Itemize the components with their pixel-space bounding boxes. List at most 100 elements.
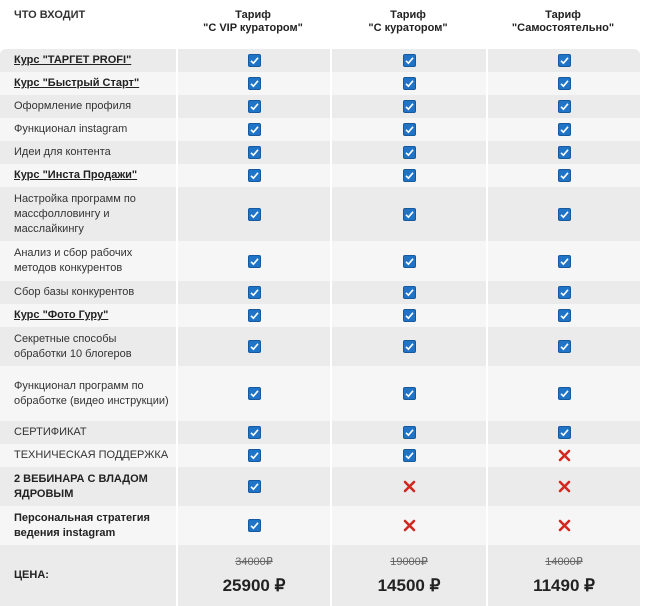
check-icon xyxy=(247,426,261,439)
plan-line1: Тариф xyxy=(235,9,271,21)
feature-title: ЧТО ВХОДИТ xyxy=(14,9,86,21)
check-icon xyxy=(247,449,261,462)
plan-cell xyxy=(486,444,640,467)
plan-cell xyxy=(176,304,330,327)
cross-icon xyxy=(403,519,415,532)
plan-cell xyxy=(330,164,486,187)
plan-cell xyxy=(486,421,640,444)
cross-icon xyxy=(558,480,570,493)
cross-icon xyxy=(558,449,570,462)
plan-cell xyxy=(176,241,330,281)
check-icon xyxy=(557,146,571,159)
plan-cell xyxy=(486,118,640,141)
cross-icon xyxy=(403,480,415,493)
plan-cell xyxy=(486,164,640,187)
plan-cell xyxy=(330,141,486,164)
old-price: 14000₽ xyxy=(545,556,583,568)
cross-icon xyxy=(558,519,570,532)
check-icon xyxy=(557,340,571,353)
plan-header: Тариф "С куратором" xyxy=(330,9,486,35)
plan-cell xyxy=(486,506,640,545)
plan-cell xyxy=(330,421,486,444)
check-icon xyxy=(247,519,261,532)
plan-cell xyxy=(330,95,486,118)
check-icon xyxy=(247,146,261,159)
check-icon xyxy=(557,286,571,299)
price-cell: 14000₽ 11490 ₽ xyxy=(486,545,640,606)
feature-label: Секретные способы обработки 10 блогеров xyxy=(0,327,176,366)
check-icon xyxy=(247,340,261,353)
feature-label: Курс "Инста Продажи" xyxy=(0,164,176,187)
plan-cell xyxy=(486,366,640,421)
feature-label: Настройка программ по массфолловингу и м… xyxy=(0,187,176,241)
feature-label: Функционал instagram xyxy=(0,118,176,141)
plan-line2: "Самостоятельно" xyxy=(511,22,615,34)
plan-cell xyxy=(330,49,486,72)
plan-cell xyxy=(176,187,330,241)
feature-label: 2 ВЕБИНАРА С ВЛАДОМ ЯДРОВЫМ xyxy=(0,467,176,506)
plan-cell xyxy=(176,95,330,118)
new-price: 11490 ₽ xyxy=(533,576,595,595)
check-icon xyxy=(247,77,261,90)
price-cell: 19000₽ 14500 ₽ xyxy=(330,545,486,606)
old-price: 34000₽ xyxy=(235,556,273,568)
plan-cell xyxy=(176,164,330,187)
plan-line2: "С куратором" xyxy=(368,22,448,34)
plan-line2: "С VIP куратором" xyxy=(203,22,303,34)
plan-header: Тариф "С VIP куратором" xyxy=(176,9,330,35)
plan-cell xyxy=(486,281,640,304)
check-icon xyxy=(557,169,571,182)
check-icon xyxy=(402,340,416,353)
check-icon xyxy=(247,54,261,67)
check-icon xyxy=(402,77,416,90)
price-cell: 34000₽ 25900 ₽ xyxy=(176,545,330,606)
check-icon xyxy=(402,123,416,136)
plan-cell xyxy=(176,421,330,444)
plan-cell xyxy=(486,72,640,95)
plan-cell xyxy=(330,304,486,327)
check-icon xyxy=(402,146,416,159)
check-icon xyxy=(247,254,261,268)
plan-cell xyxy=(486,467,640,506)
plan-cell xyxy=(330,281,486,304)
check-icon xyxy=(402,100,416,113)
plan-cell xyxy=(176,72,330,95)
plan-cell xyxy=(176,506,330,545)
plan-cell xyxy=(330,444,486,467)
plan-cell xyxy=(176,49,330,72)
plan-cell xyxy=(486,141,640,164)
check-icon xyxy=(402,387,416,400)
feature-label: Персональная стратегия ведения instagram xyxy=(0,506,176,545)
plan-header: Тариф "Самостоятельно" xyxy=(486,9,640,35)
check-icon xyxy=(402,207,416,221)
feature-label: Анализ и сбор рабочих методов конкуренто… xyxy=(0,241,176,281)
feature-label: ТЕХНИЧЕСКАЯ ПОДДЕРЖКА xyxy=(0,444,176,467)
check-icon xyxy=(557,254,571,268)
plan-cell xyxy=(176,467,330,506)
check-icon xyxy=(247,169,261,182)
feature-label: Курс "Быстрый Старт" xyxy=(0,72,176,95)
plan-cell xyxy=(176,141,330,164)
check-icon xyxy=(402,309,416,322)
check-icon xyxy=(247,480,261,493)
plan-cell xyxy=(176,281,330,304)
plan-cell xyxy=(486,327,640,366)
check-icon xyxy=(247,286,261,299)
check-icon xyxy=(557,100,571,113)
plan-line1: Тариф xyxy=(390,9,426,21)
check-icon xyxy=(402,449,416,462)
feature-label: Курс "Фото Гуру" xyxy=(0,304,176,327)
plan-cell xyxy=(330,72,486,95)
feature-label: Идеи для контента xyxy=(0,141,176,164)
plan-cell xyxy=(486,187,640,241)
feature-label: Курс "ТАРГЕТ PROFI" xyxy=(0,49,176,72)
old-price: 19000₽ xyxy=(390,556,428,568)
new-price: 14500 ₽ xyxy=(377,576,441,595)
plan-cell xyxy=(330,118,486,141)
check-icon xyxy=(557,77,571,90)
check-icon xyxy=(557,426,571,439)
check-icon xyxy=(557,387,571,400)
check-icon xyxy=(402,54,416,67)
plan-cell xyxy=(176,327,330,366)
